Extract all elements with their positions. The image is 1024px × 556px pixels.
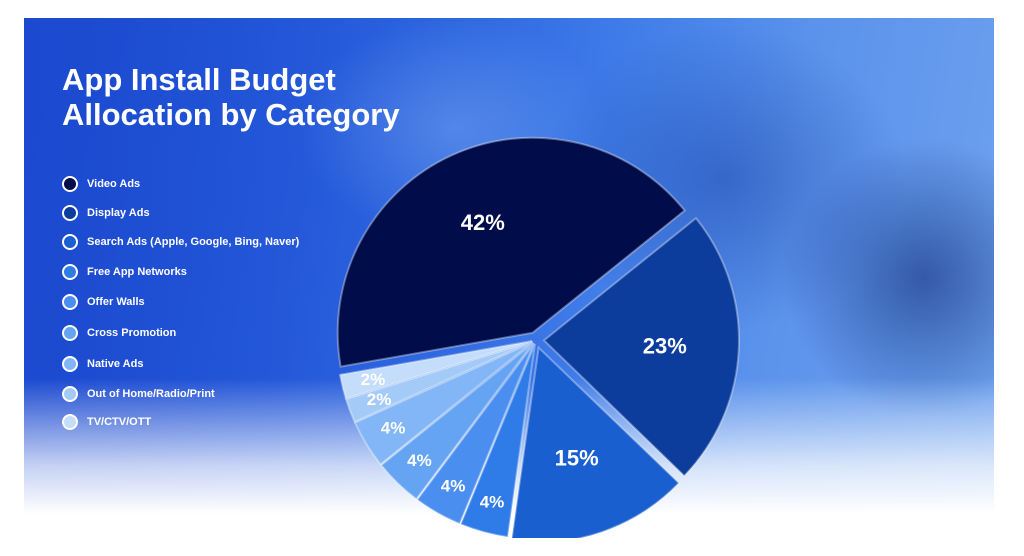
legend-swatch [62,264,78,280]
pie-chart: 42%23%15%4%4%4%4%2%2% [336,136,740,538]
legend-swatch [62,176,78,192]
legend-label: Free App Networks [87,266,187,278]
pie-slice [338,339,533,400]
pie-slice [336,136,687,368]
legend-label: Display Ads [87,207,150,219]
legend-item: Offer Walls [62,294,145,310]
legend-label: Out of Home/Radio/Print [87,388,215,400]
chart-title: App Install Budget Allocation by Categor… [62,62,482,132]
slice-value-label: 4% [441,476,466,495]
legend-label: Native Ads [87,358,144,370]
infographic-panel: App Install Budget Allocation by Categor… [24,18,994,538]
chart-title-line-2: Allocation by Category [62,97,400,132]
chart-title-line-1: App Install Budget [62,62,336,97]
legend-swatch [62,234,78,250]
legend-label: Cross Promotion [87,327,177,339]
pie-slice [459,343,536,538]
slice-value-label: 4% [407,451,432,470]
legend-swatch [62,414,78,430]
legend-item: TV/CTV/OTT [62,414,151,430]
pie-slice [415,342,535,526]
slice-value-label: 2% [361,370,386,389]
slice-value-label: 4% [381,418,406,437]
legend-swatch [62,205,78,221]
slice-value-label: 2% [367,390,392,409]
slice-value-label: 23% [643,333,687,358]
pie-slice [353,341,534,466]
legend-label: Search Ads (Apple, Google, Bing, Naver) [87,236,300,248]
legend-item: Video Ads [62,176,140,192]
legend-swatch [62,356,78,372]
legend-item: Display Ads [62,205,150,221]
legend-item: Free App Networks [62,264,187,280]
legend-item: Out of Home/Radio/Print [62,386,215,402]
legend-swatch [62,325,78,341]
legend-item: Search Ads (Apple, Google, Bing, Naver) [62,234,299,250]
pie-slice [542,216,740,478]
pie-slice [344,340,533,424]
legend-swatch [62,294,78,310]
slice-value-label: 42% [461,210,505,235]
legend-label: Video Ads [87,178,141,190]
legend-label: TV/CTV/OTT [87,416,152,428]
legend-item: Native Ads [62,356,143,372]
pie-slice [510,345,681,538]
slice-value-label: 15% [555,446,599,471]
legend-swatch [62,386,78,402]
pie-slice [379,342,535,501]
legend-label: Offer Walls [87,296,145,308]
slice-value-label: 4% [480,492,505,511]
legend-item: Cross Promotion [62,325,176,341]
